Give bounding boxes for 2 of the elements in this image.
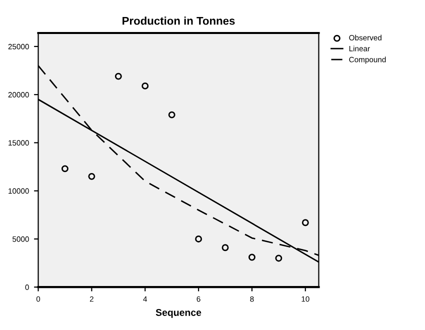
x-axis-title: Sequence <box>156 309 202 318</box>
chart-title: Production in Tonnes <box>122 16 235 25</box>
